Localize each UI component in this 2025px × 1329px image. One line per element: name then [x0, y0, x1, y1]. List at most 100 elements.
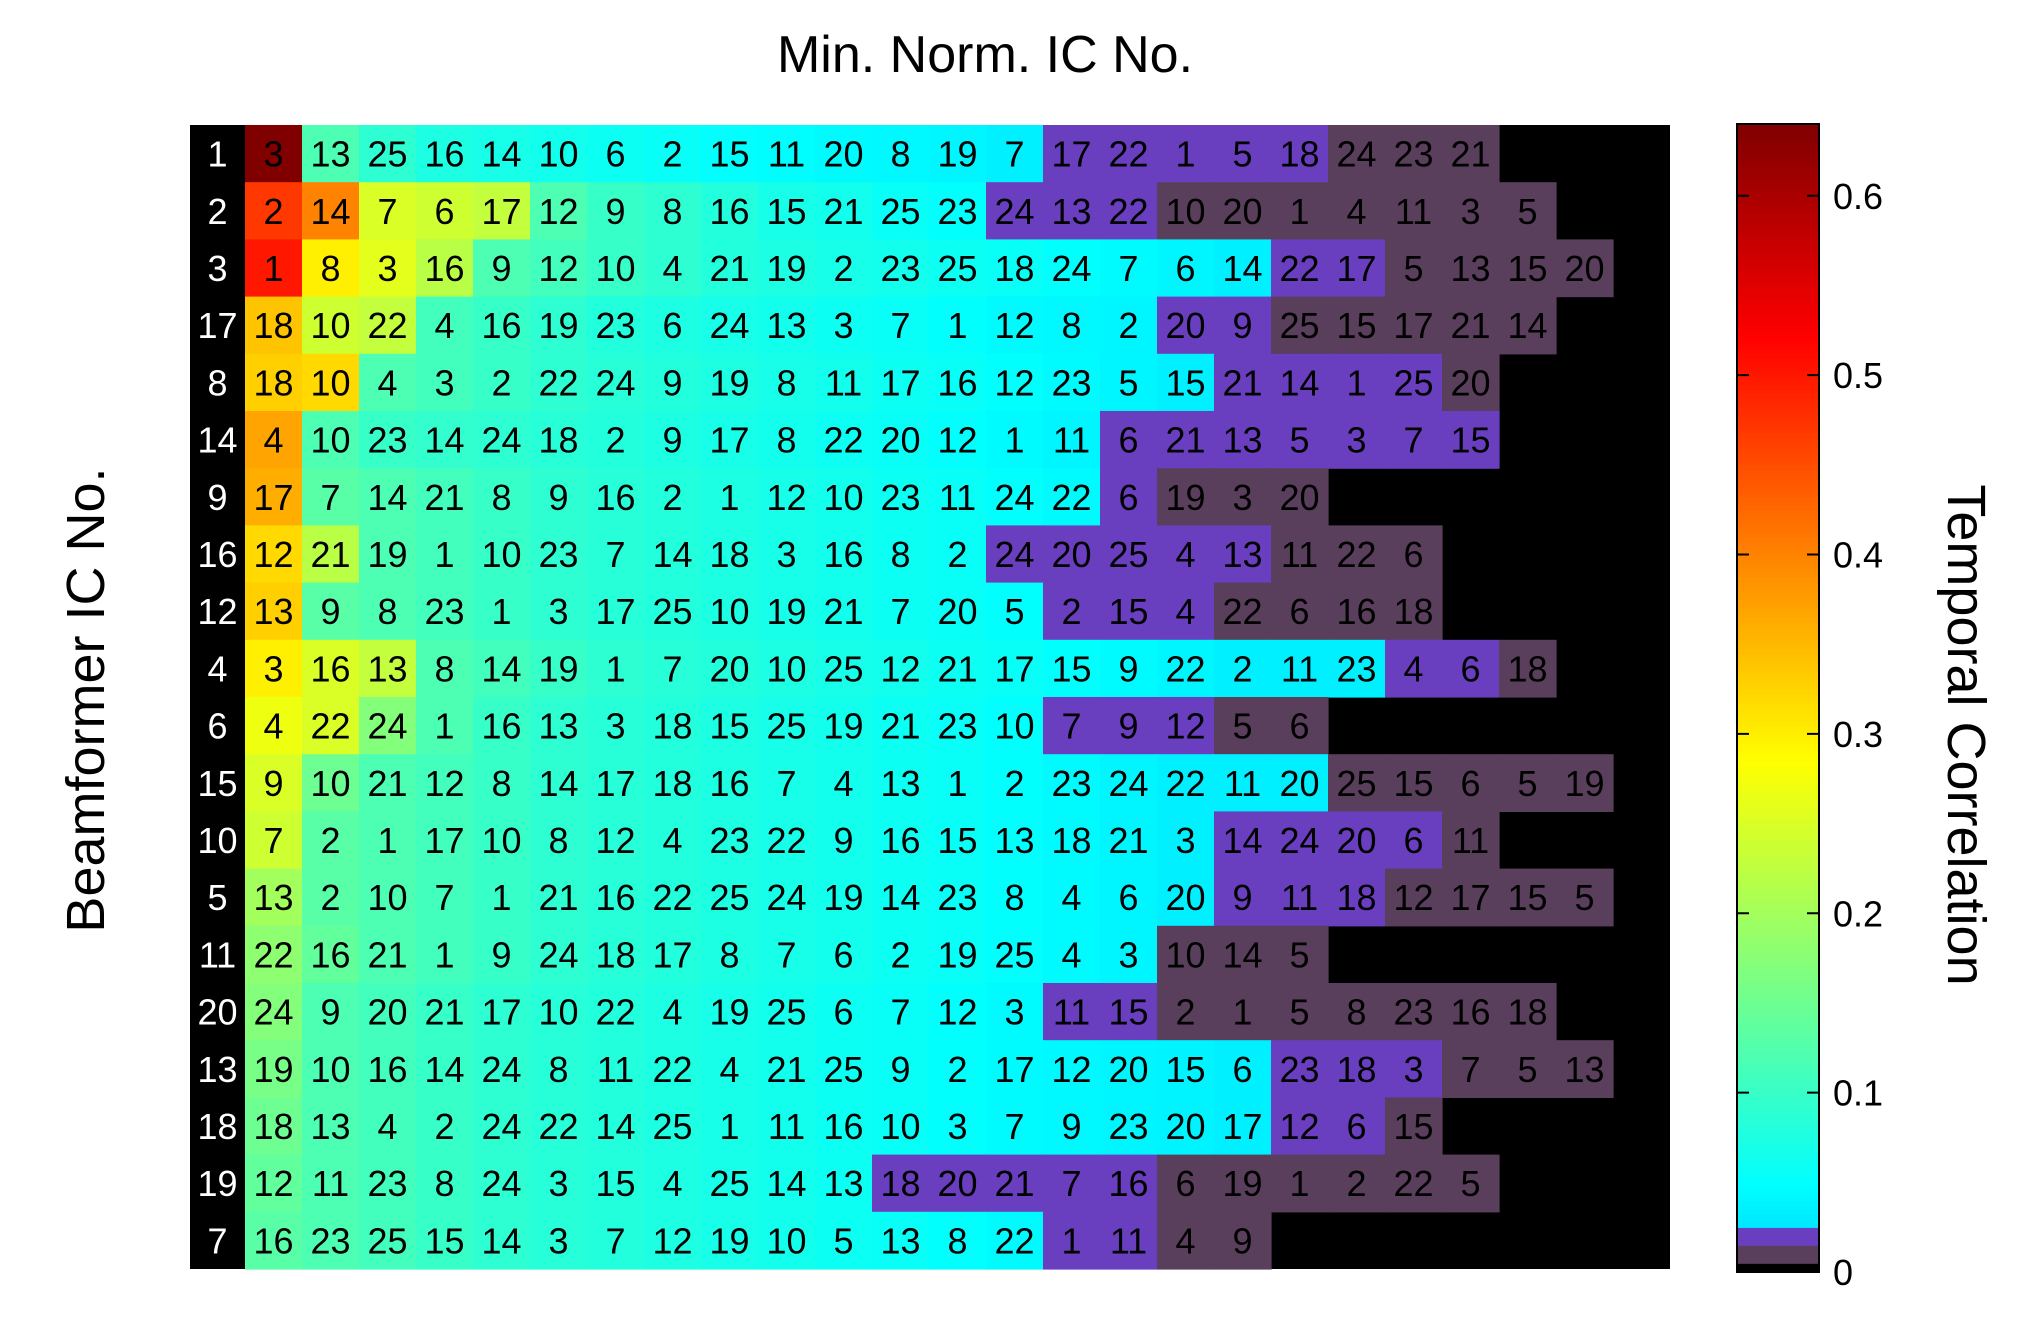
- cell-label: 6: [1403, 820, 1423, 861]
- cell-label: 10: [538, 134, 578, 175]
- cell-label: 16: [1336, 591, 1376, 632]
- cell-label: 4: [833, 763, 853, 804]
- cell-label: 25: [709, 877, 749, 918]
- cell-label: 12: [253, 534, 293, 575]
- cell-label: 12: [253, 1163, 293, 1204]
- cell-label: 7: [1004, 1106, 1024, 1147]
- cell-label: 15: [424, 1220, 464, 1261]
- cell-label: 1: [1061, 1220, 1081, 1261]
- cell-label: 25: [823, 1049, 863, 1090]
- cell-label: 12: [994, 362, 1034, 403]
- cell-label: 14: [1279, 362, 1319, 403]
- cell-label: 25: [1108, 534, 1148, 575]
- cell-label: 2: [1232, 648, 1252, 689]
- cell-label: 20: [1279, 477, 1319, 518]
- y-axis-label: Beamformer IC No.: [56, 467, 116, 932]
- cell-label: 13: [310, 134, 350, 175]
- cell-label: 22: [1108, 134, 1148, 175]
- cell-label: 17: [652, 934, 692, 975]
- cell-label: 2: [947, 1049, 967, 1090]
- cell-label: 22: [1393, 1163, 1433, 1204]
- cell-label: 9: [1061, 1106, 1081, 1147]
- cell-label: 6: [1175, 248, 1195, 289]
- cell-label: 10: [481, 534, 521, 575]
- cell-label: 13: [880, 763, 920, 804]
- cell-label: 7: [776, 934, 796, 975]
- cell-label: 12: [937, 992, 977, 1033]
- row-label: 4: [207, 648, 227, 689]
- cell-label: 1: [1175, 134, 1195, 175]
- cell-label: 1: [434, 534, 454, 575]
- cell-label: 9: [263, 763, 283, 804]
- cell-label: 15: [595, 1163, 635, 1204]
- cell-label: 1: [434, 706, 454, 747]
- cell-label: 21: [994, 1163, 1034, 1204]
- cell-label: 3: [833, 305, 853, 346]
- cell-label: 23: [1393, 134, 1433, 175]
- cell-label: 1: [1004, 420, 1024, 461]
- cell-label: 8: [890, 134, 910, 175]
- cell-label: 4: [662, 820, 682, 861]
- cell-label: 11: [939, 477, 976, 518]
- cell-label: 22: [994, 1220, 1034, 1261]
- cell-label: 22: [538, 1106, 578, 1147]
- cell-label: 20: [937, 1163, 977, 1204]
- cell-label: 14: [1507, 305, 1547, 346]
- cell-label: 20: [1165, 1106, 1205, 1147]
- cell-label: 14: [1222, 934, 1262, 975]
- cell-label: 20: [1222, 191, 1262, 232]
- colorbar-tick-label: 0: [1833, 1252, 1853, 1293]
- cell-label: 21: [310, 534, 350, 575]
- cell-label: 16: [595, 477, 635, 518]
- cell-label: 5: [1118, 362, 1138, 403]
- cell-label: 8: [377, 591, 397, 632]
- cell-label: 2: [605, 420, 625, 461]
- cell-label: 12: [595, 820, 635, 861]
- cell-label: 20: [1450, 362, 1490, 403]
- cell-label: 13: [253, 877, 293, 918]
- row-label: 15: [197, 763, 237, 804]
- cell-label: 24: [709, 305, 749, 346]
- cell-label: 11: [1281, 877, 1318, 918]
- cell-label: 20: [367, 992, 407, 1033]
- cell-label: 22: [595, 992, 635, 1033]
- cell-label: 18: [709, 534, 749, 575]
- cell-label: 3: [434, 362, 454, 403]
- cell-label: 20: [1051, 534, 1091, 575]
- cell-label: 16: [481, 706, 521, 747]
- cell-label: 11: [597, 1049, 634, 1090]
- colorbar-tick-label: 0.2: [1833, 893, 1883, 934]
- cell-label: 8: [1346, 992, 1366, 1033]
- cell-label: 23: [367, 420, 407, 461]
- cell-label: 17: [709, 420, 749, 461]
- cell-label: 15: [1051, 648, 1091, 689]
- cell-label: 13: [1222, 534, 1262, 575]
- cell-label: 9: [1232, 1220, 1252, 1261]
- row-label: 2: [207, 191, 227, 232]
- cell-label: 5: [1403, 248, 1423, 289]
- cell-label: 24: [1279, 820, 1319, 861]
- cell-label: 15: [1393, 763, 1433, 804]
- cell-label: 11: [1281, 648, 1318, 689]
- cell-label: 2: [890, 934, 910, 975]
- cell-label: 2: [491, 362, 511, 403]
- cell-label: 9: [833, 820, 853, 861]
- cell-label: 4: [434, 305, 454, 346]
- cell-label: 1: [434, 934, 454, 975]
- cell-label: 25: [880, 191, 920, 232]
- cell-label: 19: [937, 934, 977, 975]
- cell-label: 17: [1450, 877, 1490, 918]
- cell-label: 7: [890, 992, 910, 1033]
- row-label: 8: [207, 362, 227, 403]
- cell-label: 18: [253, 305, 293, 346]
- cell-label: 14: [424, 1049, 464, 1090]
- cell-label: 3: [548, 1220, 568, 1261]
- cell-label: 3: [1004, 992, 1024, 1033]
- cell-label: 18: [1051, 820, 1091, 861]
- cell-label: 24: [1108, 763, 1148, 804]
- cell-label: 25: [1393, 362, 1433, 403]
- cell-label: 22: [1336, 534, 1376, 575]
- cell-label: 19: [1165, 477, 1205, 518]
- colorbar-tick-label: 0.3: [1833, 714, 1883, 755]
- cell-label: 9: [890, 1049, 910, 1090]
